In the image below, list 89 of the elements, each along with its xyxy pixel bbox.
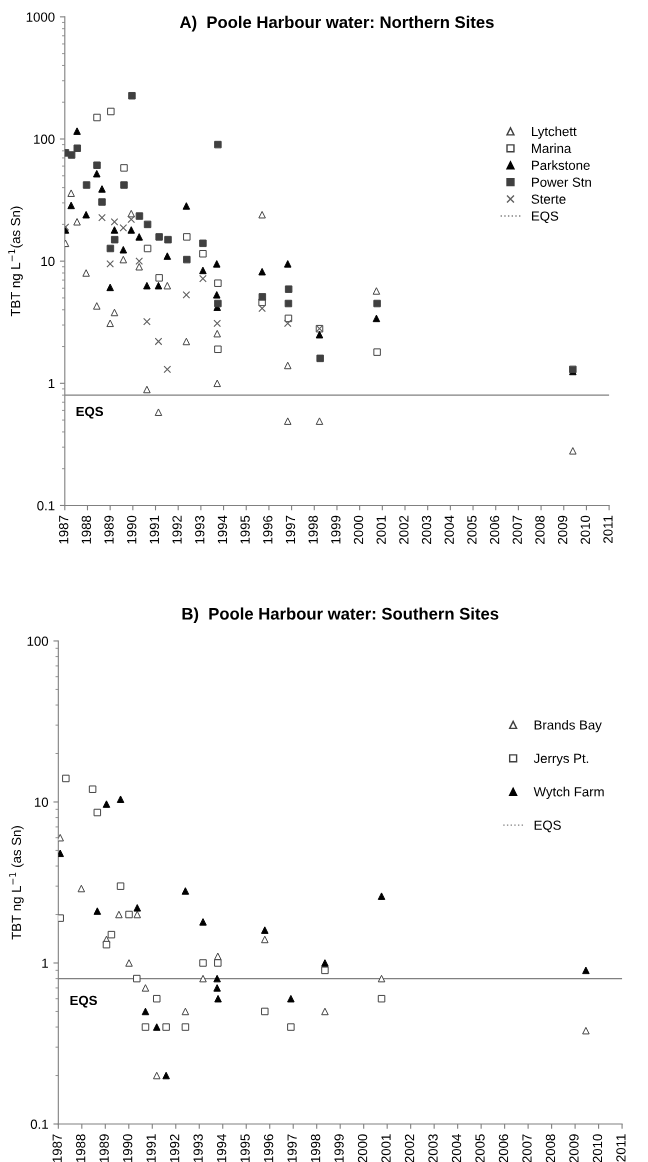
point (199, 274, 207, 283)
point (127, 215, 136, 224)
legend-label: EQS (532, 211, 559, 224)
x-tick-label: 2011 (603, 515, 613, 543)
x-tick-label: 1987 (59, 515, 69, 544)
x-tick-label: 1991 (146, 1134, 156, 1162)
y-tick-label: 10 (41, 256, 55, 267)
y-tick-label: 100 (34, 134, 55, 144)
legend-label: Brands Bay (534, 719, 602, 733)
legend-label: Jerrys Pt. (533, 753, 589, 766)
x-tick-label: 1989 (104, 515, 114, 544)
x-tick-label: 1990 (122, 1134, 133, 1162)
annotation: EQS (76, 406, 104, 419)
x-tick-label: 1989 (99, 1134, 109, 1162)
legend-label: EQS (534, 820, 561, 833)
y-tick-label: 100 (27, 636, 49, 646)
y-axis-title: TBT ng L$^{−1}$(as Sn) (8, 206, 23, 317)
chart-title: B) Poole Harbour water: Southern Sites (182, 607, 499, 623)
x-tick-label: 1996 (263, 515, 273, 544)
y-tick-label: 10 (34, 797, 49, 807)
x-tick-label: 2006 (489, 515, 500, 544)
x-tick-label: 2007 (522, 1134, 532, 1162)
x-tick-label: 1991 (149, 515, 160, 544)
x-tick-label: 2005 (467, 515, 477, 544)
x-tick-label: 1999 (331, 515, 341, 544)
y-tick-label: 1000 (26, 12, 55, 22)
x-tick-label: 2001 (376, 515, 386, 544)
x-tick-label: 1998 (308, 515, 318, 544)
legend-label: Sterte (531, 194, 566, 204)
x-tick-label: 1997 (285, 515, 296, 544)
x-tick-label: 1992 (172, 515, 182, 544)
point (213, 319, 222, 328)
x-tick-label: 1993 (193, 1134, 203, 1162)
legend-label: Power Stn (532, 177, 591, 187)
point (258, 304, 266, 313)
legend-label: Marina (532, 143, 572, 154)
x-tick-label: 1999 (334, 1134, 344, 1162)
x-tick-label: 2010 (580, 515, 590, 544)
point (110, 217, 119, 226)
x-tick-label: 1995 (240, 1134, 250, 1162)
y-tick-label: 0.1 (37, 501, 55, 511)
point (143, 317, 151, 326)
x-tick-label: 2004 (444, 515, 454, 544)
y-tick-label: 1 (48, 379, 55, 389)
x-tick-label: 2002 (404, 1134, 415, 1162)
x-tick-label: 1992 (169, 1134, 180, 1162)
legend-label: Parkstone (532, 160, 590, 170)
x-tick-label: 2010 (592, 1134, 603, 1162)
y-tick-label: 1 (42, 958, 48, 968)
x-tick-label: 1995 (240, 515, 250, 544)
x-tick-label: 2009 (569, 1134, 579, 1162)
x-tick-label: 2007 (512, 515, 522, 544)
chart-title: A) Poole Harbour water: Northern Sites (179, 15, 494, 32)
x-tick-label: 2002 (399, 515, 409, 544)
x-tick-label: 2008 (535, 515, 545, 544)
point (119, 224, 128, 232)
x-tick-label: 2005 (475, 1134, 485, 1162)
point (98, 213, 106, 222)
x-tick-label: 1996 (263, 1134, 274, 1162)
x-tick-label: 2003 (421, 515, 432, 544)
annotation: EQS (70, 995, 97, 1008)
x-tick-label: 2000 (357, 1134, 368, 1162)
x-tick-label: 1988 (76, 1134, 86, 1162)
legend-label: Wytch Farm (533, 786, 604, 800)
x-tick-label: 2009 (557, 515, 568, 544)
y-axis-title: TBT ng L$^{−1}$ (as Sn) (9, 826, 24, 940)
x-tick-label: 1993 (195, 515, 205, 544)
point (154, 337, 163, 346)
x-tick-label: 1990 (127, 515, 137, 544)
x-tick-label: 1997 (287, 1134, 297, 1162)
point (283, 319, 292, 328)
legend-label: Lytchett (532, 126, 577, 139)
point (182, 291, 191, 299)
point (163, 365, 172, 374)
x-tick-label: 2003 (428, 1134, 438, 1162)
point (106, 260, 114, 268)
x-tick-label: 1994 (216, 1134, 227, 1162)
x-tick-label: 1994 (217, 515, 228, 544)
x-tick-label: 2006 (498, 1134, 509, 1162)
x-tick-label: 2011 (616, 1134, 626, 1162)
x-tick-label: 2008 (545, 1134, 556, 1162)
point (135, 257, 144, 265)
x-tick-label: 2004 (451, 1134, 462, 1162)
y-tick-label: 0.1 (30, 1119, 48, 1129)
x-tick-label: 2000 (353, 515, 364, 544)
x-tick-label: 2001 (381, 1134, 391, 1162)
x-tick-label: 1988 (81, 515, 92, 544)
x-tick-label: 1998 (310, 1134, 321, 1162)
x-tick-label: 1987 (52, 1134, 62, 1162)
